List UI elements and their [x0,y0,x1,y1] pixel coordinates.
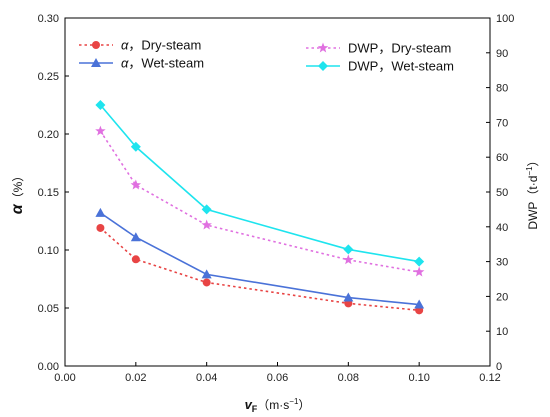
data-point [201,269,212,279]
data-point [343,244,354,255]
series-line [99,104,420,263]
x-tick-label: 0.10 [408,372,429,384]
legend-marker [91,58,101,67]
legend-item-dwp-dry: DWP，Dry-steam [306,41,451,56]
data-point [95,100,106,110]
y-right-tick-label: 50 [496,187,508,199]
data-point [130,232,141,242]
y-left-tick-label: 0.20 [38,129,59,141]
data-point [414,256,425,267]
data-point [131,255,140,264]
y-right-tick-label: 100 [496,13,514,25]
y-right-tick-label: 10 [496,326,508,338]
y-right-tick-label: 70 [496,117,508,129]
data-point [96,223,105,232]
legend-label: DWP，Wet-steam [348,59,454,74]
legend-label: DWP，Dry-steam [348,41,451,56]
y-left-axis-title-text: α（%） [9,170,26,215]
x-axis: 0.00 0.02 0.04 0.06 0.08 0.10 0.12 [54,362,501,384]
data-point [130,141,141,152]
series-line [99,227,420,312]
data-point [95,125,106,136]
data-point [414,299,425,309]
y-right-tick-label: 80 [496,83,508,95]
x-axis-title: vF（m·s−1） [245,397,311,414]
legend-item-alpha-dry: α，Dry-steam [79,38,201,53]
data-point [130,179,142,190]
data-point [343,292,354,302]
data-point [413,266,425,277]
series-line [99,130,420,273]
y-right-tick-label: 0 [496,361,502,373]
legend-marker [317,42,329,53]
y-left-tick-label: 0.15 [38,187,59,199]
y-right-tick-label: 30 [496,257,508,269]
data-point [343,254,354,265]
y-left-tick-label: 0.10 [38,245,59,257]
legend-item-dwp-wet: DWP，Wet-steam [306,59,454,74]
data-point [201,204,212,215]
legend-label: α，Wet-steam [121,56,204,71]
series-3 [95,125,425,277]
y-axis-right: 0 10 20 30 40 50 60 70 80 90 100 [486,13,514,373]
y-axis-left: 0.00 0.05 0.10 0.15 0.20 0.25 0.30 [38,13,69,373]
series-4 [95,100,425,267]
x-tick-label: 0.00 [54,372,75,384]
y-left-tick-label: 0.25 [38,71,59,83]
x-tick-label: 0.08 [338,372,359,384]
y-right-tick-label: 40 [496,222,508,234]
y-right-tick-label: 90 [496,48,508,60]
y-right-tick-label: 20 [496,291,508,303]
y-left-axis-title: α（%） [9,170,26,215]
data-point [95,207,106,217]
data-point [201,219,212,230]
y-left-tick-label: 0.05 [38,303,59,315]
y-left-tick-label: 0.00 [38,361,59,373]
x-tick-label: 0.12 [479,372,500,384]
y-right-tick-label: 60 [496,152,508,164]
x-tick-label: 0.06 [267,372,288,384]
legend-marker [318,61,328,71]
series-2 [95,207,425,309]
x-tick-label: 0.02 [125,372,146,384]
y-right-axis-title: DWP（t·d−1） [525,154,540,229]
legend-marker [92,41,100,49]
x-tick-label: 0.04 [196,372,217,384]
legend-item-alpha-wet: α，Wet-steam [79,56,204,71]
y-right-axis-title-text: DWP（t·d−1） [525,154,540,229]
legend-label: α，Dry-steam [121,38,201,53]
series-line [99,212,420,306]
data-point [202,278,211,287]
y-left-tick-label: 0.30 [38,13,59,25]
